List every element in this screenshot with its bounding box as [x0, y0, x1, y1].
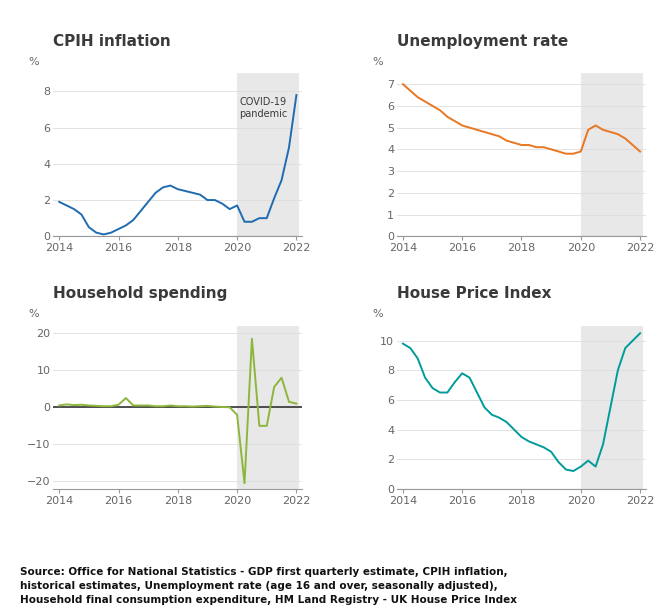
Bar	[581, 73, 643, 236]
Bar	[237, 326, 299, 489]
Text: %: %	[29, 309, 39, 320]
Text: House Price Index: House Price Index	[397, 287, 551, 301]
Text: Unemployment rate: Unemployment rate	[397, 34, 568, 49]
Text: CPIH inflation: CPIH inflation	[53, 34, 171, 49]
Text: %: %	[372, 57, 383, 67]
Text: %: %	[29, 57, 39, 67]
Text: COVID-19
pandemic: COVID-19 pandemic	[240, 97, 288, 119]
Bar	[237, 73, 299, 236]
Text: Household spending: Household spending	[53, 287, 228, 301]
Text: Source: Office for National Statistics - GDP first quarterly estimate, CPIH infl: Source: Office for National Statistics -…	[20, 567, 517, 605]
Text: %: %	[372, 309, 383, 320]
Bar	[581, 326, 643, 489]
